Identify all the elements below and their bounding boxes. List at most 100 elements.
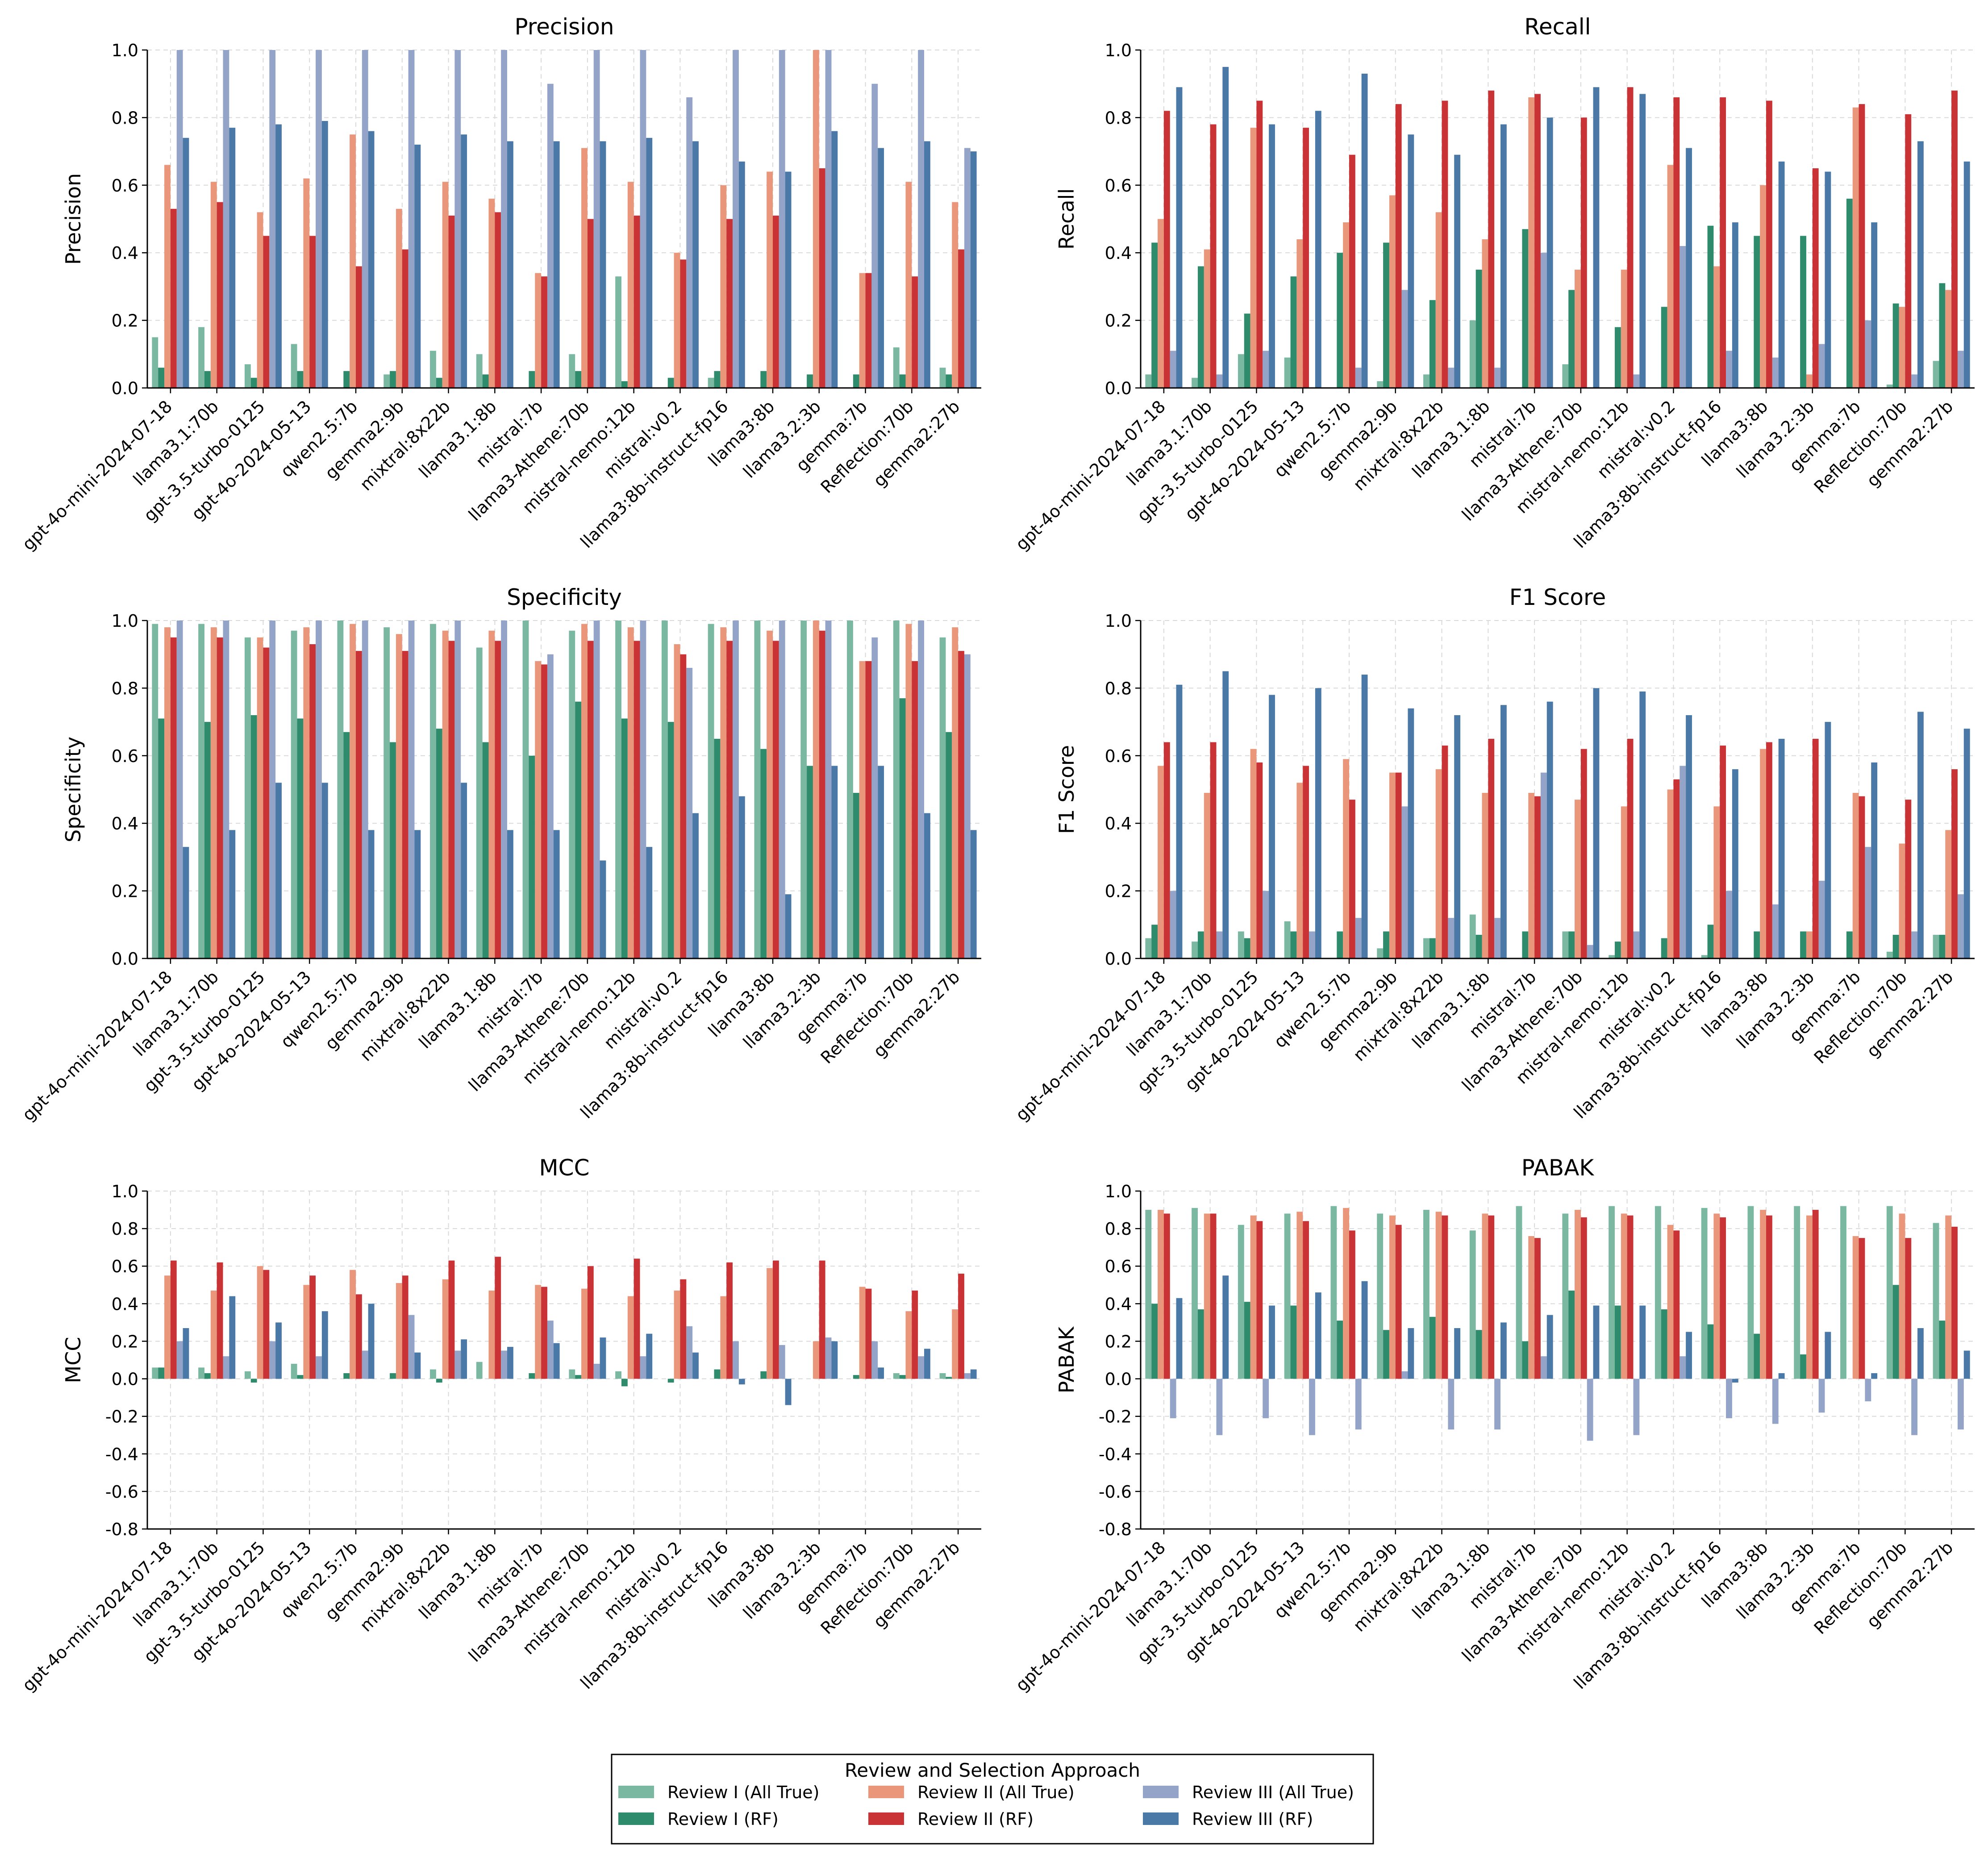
bar-review-ii-all-true [720, 1296, 727, 1379]
bar-review-ii-rf [680, 1279, 687, 1379]
bar-review-ii-all-true [488, 630, 495, 958]
bar-review-iii-rf [646, 847, 653, 958]
bar-review-i-all-true [1377, 381, 1384, 388]
bar-review-iii-rf [553, 141, 560, 388]
bar-review-i-all-true [1886, 384, 1893, 388]
bar-review-i-rf [1151, 242, 1158, 388]
bar-review-i-all-true [1562, 1213, 1569, 1379]
bar-review-ii-all-true [488, 1290, 495, 1379]
bar-review-iii-all-true [1818, 1379, 1825, 1413]
bar-review-ii-all-true [1158, 219, 1164, 388]
bar-review-i-all-true [1562, 364, 1569, 388]
bar-review-ii-all-true [1899, 1213, 1905, 1379]
bar-review-i-all-true [383, 627, 390, 958]
bar-review-iii-all-true [733, 1341, 739, 1379]
bar-review-i-rf [1754, 931, 1760, 958]
bar-review-ii-rf [958, 1274, 964, 1379]
bar-review-ii-rf [773, 1260, 779, 1379]
bar-review-iii-all-true [501, 1350, 508, 1379]
bar-review-i-all-true [569, 1369, 575, 1379]
bar-review-ii-rf [356, 266, 362, 388]
bar-review-i-all-true [1609, 1206, 1615, 1379]
bar-review-ii-rf [726, 1262, 733, 1379]
bar-review-ii-rf [1951, 769, 1958, 958]
bar-review-iii-all-true [1263, 350, 1269, 388]
bar-review-iii-rf [785, 171, 792, 388]
legend-swatch-review-iii-rf [1143, 1812, 1179, 1825]
bar-review-i-rf [1290, 276, 1297, 388]
bar-review-iii-all-true [1911, 1379, 1918, 1435]
bar-review-iii-rf [1963, 729, 1970, 958]
bar-review-i-rf [946, 1377, 952, 1379]
y-tick-label: 0.8 [1105, 1219, 1132, 1239]
bar-review-i-all-true [800, 621, 807, 958]
bar-review-i-all-true [244, 364, 251, 388]
bar-review-ii-rf [1349, 154, 1355, 388]
bar-review-ii-all-true [396, 634, 402, 958]
bar-review-ii-rf [819, 168, 825, 388]
bar-review-ii-rf [448, 641, 455, 958]
bar-review-ii-rf [217, 1262, 223, 1379]
bar-review-iii-rf [183, 847, 189, 958]
bar-review-i-all-true [430, 1369, 436, 1379]
bar-review-i-all-true [1377, 1213, 1384, 1379]
bar-review-i-rf [1707, 225, 1714, 388]
bar-review-i-rf [1707, 925, 1714, 958]
bar-review-i-all-true [1192, 1208, 1198, 1379]
bar-review-ii-all-true [1667, 165, 1674, 388]
bar-review-i-rf [158, 718, 165, 958]
bar-review-ii-rf [773, 641, 779, 958]
bar-review-i-rf [482, 374, 489, 388]
bar-review-i-rf [204, 371, 211, 388]
bar-review-ii-all-true [720, 627, 727, 958]
bar-review-ii-all-true [813, 621, 819, 958]
bar-review-ii-all-true [1158, 1210, 1164, 1379]
bar-review-ii-all-true [813, 1341, 819, 1379]
legend-swatch-review-iii-all-true [1143, 1786, 1179, 1798]
bar-review-iii-rf [738, 796, 745, 958]
bar-review-iii-rf [1963, 161, 1970, 388]
bar-review-ii-rf [1488, 90, 1495, 388]
bar-review-iii-all-true [1680, 766, 1686, 958]
bar-review-i-all-true [1933, 935, 1939, 958]
bar-review-iii-all-true [1216, 1379, 1223, 1435]
bar-review-iii-all-true [547, 83, 554, 388]
bar-review-ii-rf [263, 1270, 270, 1379]
bar-review-i-rf [1337, 1321, 1343, 1379]
bar-review-iii-rf [229, 1296, 236, 1379]
bar-review-i-all-true [569, 630, 575, 958]
bar-review-iii-rf [368, 1304, 375, 1379]
bar-review-i-rf [714, 1369, 721, 1379]
bar-review-ii-all-true [1343, 1208, 1349, 1379]
bar-review-iii-all-true [1587, 1379, 1593, 1441]
bar-review-i-rf [1754, 236, 1760, 388]
bar-review-iii-all-true [1494, 918, 1501, 958]
bar-review-ii-rf [912, 661, 918, 958]
bar-review-iii-rf [1408, 134, 1414, 388]
bar-review-i-all-true [198, 624, 204, 958]
bar-review-ii-all-true [535, 661, 542, 958]
y-tick-label: 0.4 [112, 1294, 138, 1314]
bar-review-i-all-true [1840, 1206, 1846, 1379]
bar-review-ii-all-true [210, 627, 217, 958]
bar-review-ii-all-true [1852, 107, 1859, 388]
bar-review-ii-all-true [303, 1285, 310, 1379]
bar-review-ii-rf [217, 202, 223, 388]
bar-review-ii-rf [1951, 1226, 1958, 1379]
bar-review-i-all-true [1330, 1206, 1337, 1379]
bar-review-i-rf [1892, 935, 1899, 958]
bar-review-i-rf [760, 749, 767, 958]
y-axis-label: F1 Score [1054, 745, 1079, 834]
chart-title: Recall [1524, 14, 1591, 40]
bar-review-ii-all-true [1713, 1213, 1720, 1379]
chart-title: F1 Score [1509, 584, 1606, 610]
bar-review-iii-rf [1269, 124, 1275, 388]
bar-review-i-all-true [1238, 354, 1244, 388]
y-tick-label: 0.8 [112, 1219, 138, 1239]
bar-review-i-rf [1244, 938, 1250, 958]
bar-review-ii-all-true [1899, 843, 1905, 958]
bar-review-iii-all-true [1448, 1379, 1455, 1430]
bar-review-iii-rf [878, 1367, 884, 1379]
bar-review-ii-rf [633, 641, 640, 958]
bar-review-ii-rf [402, 249, 408, 388]
